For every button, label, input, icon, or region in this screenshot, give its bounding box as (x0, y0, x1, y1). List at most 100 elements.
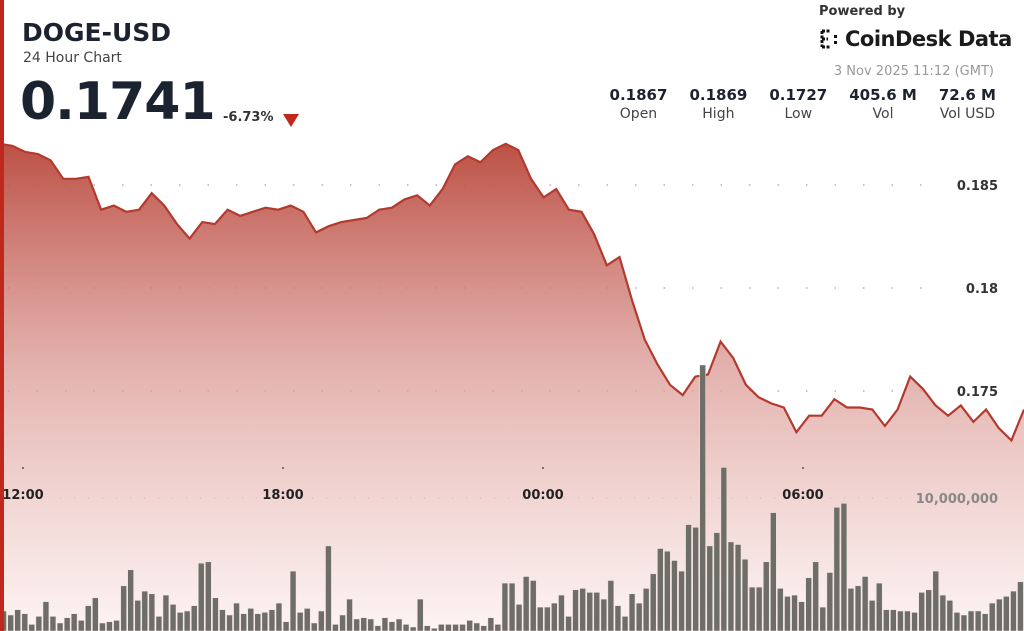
volume-bar (169, 604, 177, 631)
volume-bar (974, 610, 982, 631)
volume-bar (42, 601, 50, 631)
volume-bar (755, 586, 763, 631)
volume-bar (501, 582, 509, 631)
volume-bar (664, 550, 671, 631)
volume-bar (409, 626, 417, 631)
stat-label: High (702, 106, 735, 122)
volume-bar (487, 617, 495, 631)
stat-value: 405.6 M (849, 86, 917, 104)
volume-bar (304, 608, 311, 631)
volume-bar (113, 620, 120, 631)
stat-value: 0.1727 (769, 86, 828, 104)
volume-bar (261, 612, 269, 631)
volume-bar (289, 570, 297, 631)
volume-bar (642, 588, 650, 631)
volume-bar (798, 601, 805, 631)
volume-bar (445, 624, 452, 631)
volume-bar (311, 622, 318, 631)
volume-bar (996, 598, 1003, 631)
volume-bar (318, 610, 325, 631)
volume-tick-label: 10,000,000 (916, 492, 998, 507)
volume-bar (226, 614, 233, 631)
volume-bar (890, 609, 897, 631)
volume-bar (1017, 581, 1024, 631)
volume-bar (282, 621, 290, 631)
volume-bar (530, 580, 537, 631)
volume-bar (353, 618, 360, 631)
volume-bar (699, 364, 706, 631)
volume-bar (56, 622, 64, 631)
volume-bar (777, 588, 784, 631)
volume-bar (212, 597, 219, 631)
timestamp: 3 Nov 2025 11:12 (GMT) (833, 64, 994, 79)
volume-bar (480, 625, 487, 631)
volume-bar (607, 580, 615, 631)
brand-name: CoinDesk Data (845, 27, 1012, 51)
volume-bar (572, 589, 579, 631)
volume-bar (805, 577, 812, 631)
volume-bar (876, 582, 883, 631)
volume-bar (21, 613, 28, 631)
coindesk-logo: CoinDesk Data (819, 27, 1012, 51)
volume-bar (748, 586, 756, 631)
volume-bar (85, 605, 92, 631)
volume-bar (932, 570, 939, 631)
volume-bar (78, 620, 85, 631)
stat-value: 72.6 M (938, 86, 996, 104)
volume-bar (868, 600, 876, 631)
stats-row: 0.1867 Open 0.1869 High 0.1727 Low 405.6 M V… (588, 86, 996, 122)
volume-bar (833, 507, 841, 631)
volume-bar (685, 524, 692, 631)
volume-bar (692, 527, 699, 631)
price-tick-label: 0.18 (966, 282, 998, 297)
stat-low: 0.1727 Low (769, 86, 827, 122)
volume-bar (325, 545, 332, 631)
volume-bar (953, 612, 961, 631)
volume-bar (544, 606, 551, 631)
time-tick-label: 06:00 (782, 488, 823, 503)
volume-bar (727, 541, 735, 631)
volume-bar (452, 624, 459, 631)
volume-bar (1003, 596, 1010, 631)
volume-bar (14, 609, 21, 631)
volume-bar (7, 614, 14, 631)
volume-bar (784, 596, 791, 631)
volume-bar (466, 620, 473, 631)
volume-bar (713, 532, 721, 631)
volume-bar (395, 618, 403, 631)
volume-bar (346, 598, 353, 631)
volume-bar (593, 592, 600, 631)
volume-bar (840, 503, 848, 631)
volume-bar (381, 617, 389, 631)
accent-bar (0, 0, 4, 631)
price-tick-label: 0.185 (957, 179, 998, 194)
volume-bar (551, 602, 558, 631)
volume-bar (374, 625, 382, 631)
volume-bar (904, 610, 911, 631)
volume-bar (254, 613, 261, 631)
volume-bar (586, 592, 593, 631)
volume-bar (296, 612, 304, 631)
volume-bar (360, 617, 367, 631)
volume-bars (0, 364, 1024, 631)
volume-bar (339, 614, 346, 631)
volume-bar (148, 593, 156, 631)
volume-bar (635, 602, 643, 631)
price-area (0, 143, 1024, 631)
time-tick (802, 467, 804, 469)
volume-bar (763, 561, 770, 631)
axis-labels: 0.185 0.18 0.175 12:00 18:00 00:00 06:00 10,000… (2, 179, 998, 507)
volume-bar (657, 548, 664, 631)
volume-bar (741, 558, 749, 631)
volume-bar (522, 576, 530, 631)
symbol-title: DOGE-USD (22, 18, 172, 47)
time-tick-label: 18:00 (262, 488, 303, 503)
time-tick (542, 467, 544, 469)
volume-bar (134, 600, 141, 631)
volume-bar (967, 610, 975, 631)
volume-bar (219, 609, 226, 631)
volume-bar (233, 602, 240, 631)
stat-open: 0.1867 Open (610, 86, 668, 122)
volume-bar (706, 545, 713, 631)
